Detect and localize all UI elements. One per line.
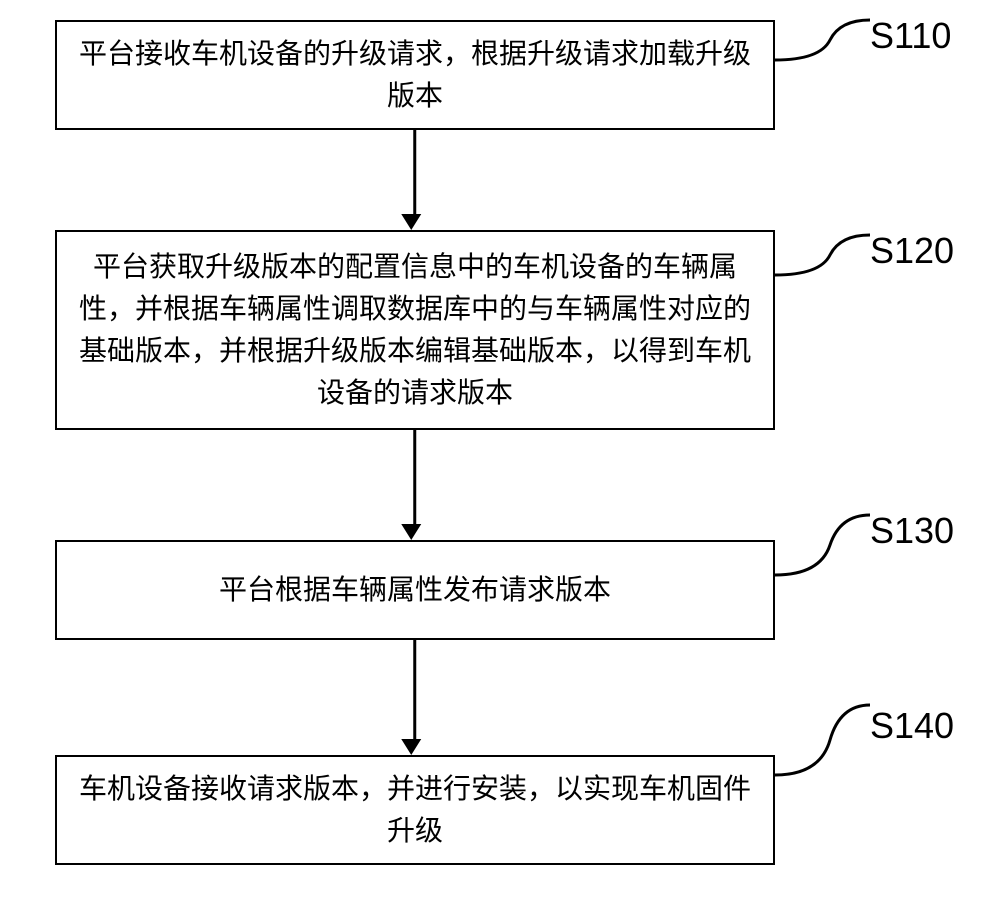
node-text: 平台根据车辆属性发布请求版本 <box>219 569 611 611</box>
step-label-s110: S110 <box>870 15 951 57</box>
flowchart-node-s140: 车机设备接收请求版本，并进行安装，以实现车机固件升级 <box>55 755 775 865</box>
step-label-s120: S120 <box>870 230 954 272</box>
connector-curve-icon <box>775 700 870 790</box>
flowchart-container: 平台接收车机设备的升级请求，根据升级请求加载升级版本 S110 平台获取升级版本… <box>0 0 1000 905</box>
step-label-s140: S140 <box>870 705 954 747</box>
node-text: 平台获取升级版本的配置信息中的车机设备的车辆属性，并根据车辆属性调取数据库中的与… <box>77 246 753 414</box>
flowchart-node-s130: 平台根据车辆属性发布请求版本 <box>55 540 775 640</box>
connector-curve-icon <box>775 15 870 75</box>
node-text: 平台接收车机设备的升级请求，根据升级请求加载升级版本 <box>77 33 753 117</box>
connector-curve-icon <box>775 510 870 590</box>
connector-curve-icon <box>775 230 870 290</box>
arrow-icon <box>409 430 421 540</box>
step-label-s130: S130 <box>870 510 954 552</box>
flowchart-node-s120: 平台获取升级版本的配置信息中的车机设备的车辆属性，并根据车辆属性调取数据库中的与… <box>55 230 775 430</box>
flowchart-node-s110: 平台接收车机设备的升级请求，根据升级请求加载升级版本 <box>55 20 775 130</box>
arrow-icon <box>409 640 421 755</box>
node-text: 车机设备接收请求版本，并进行安装，以实现车机固件升级 <box>77 768 753 852</box>
arrow-icon <box>409 130 421 230</box>
